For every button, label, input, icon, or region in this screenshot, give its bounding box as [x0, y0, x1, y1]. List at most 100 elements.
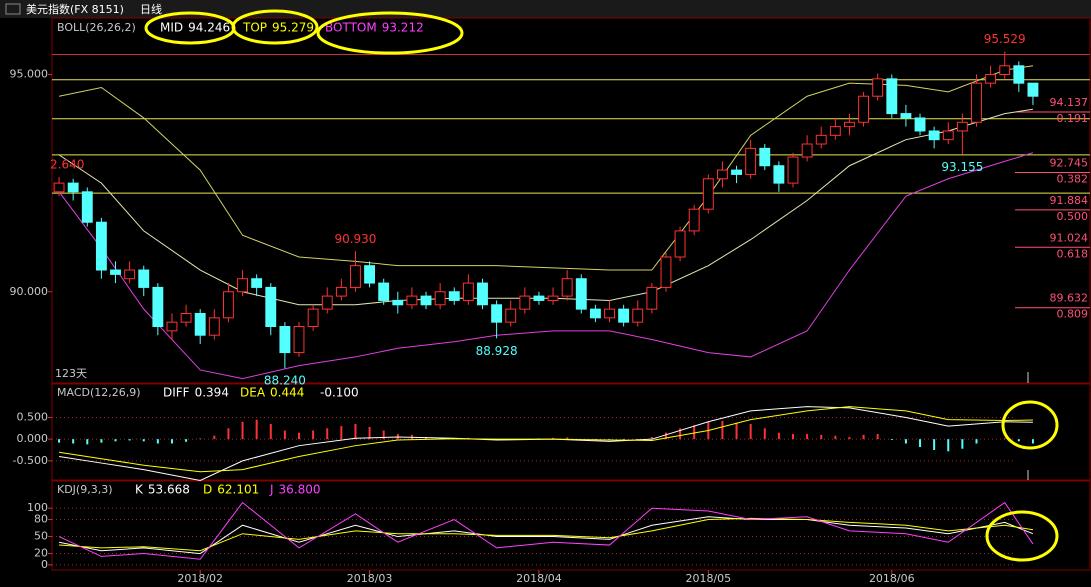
kdj-line	[58, 501, 1034, 560]
readout-name: J	[269, 483, 274, 497]
candle-body	[759, 147, 771, 167]
candle-body	[335, 286, 347, 297]
readout-name: TOP	[242, 21, 267, 35]
readout-value: 94.246	[188, 21, 230, 35]
readout-name: DEA	[240, 386, 266, 400]
candle-body	[858, 95, 870, 123]
readout-value: 53.668	[148, 483, 190, 497]
y-tick-label: 20	[34, 547, 48, 560]
candle-body	[547, 295, 559, 301]
candle-body	[688, 208, 700, 232]
highlight-ellipse	[1001, 400, 1059, 450]
candle-body	[434, 291, 446, 306]
candle-body	[406, 295, 418, 306]
y-tick-label: 0.000	[17, 432, 49, 445]
extreme-label: 88.928	[476, 344, 518, 358]
candle-body	[985, 73, 997, 84]
fib-price: 91.884	[1050, 194, 1089, 207]
extreme-label: 90.930	[334, 232, 376, 246]
y-tick-label: 50	[34, 530, 48, 543]
candle-body	[999, 65, 1011, 75]
highlight-ellipse	[316, 11, 464, 55]
candle-body	[660, 256, 672, 288]
macd-panel	[51, 383, 1091, 481]
toolbar-icon[interactable]	[5, 3, 21, 15]
x-tick-label: 2018/06	[869, 572, 915, 585]
fib-price: 94.137	[1050, 96, 1089, 109]
period[interactable]: 日线	[140, 2, 162, 16]
candle-body	[293, 326, 305, 354]
candle-body	[829, 126, 841, 136]
candle-body	[364, 265, 376, 284]
readout-value: 93.212	[382, 21, 424, 35]
candle-body	[152, 286, 164, 328]
candle-body	[110, 269, 121, 275]
candle-body	[731, 169, 742, 175]
candle-body	[646, 286, 658, 310]
candle-body	[561, 278, 573, 297]
candle-body	[166, 321, 178, 332]
extreme-label: 93.155	[941, 160, 983, 174]
candle-body	[222, 291, 234, 319]
readout-name: MID	[160, 21, 183, 35]
candle-body	[702, 178, 714, 210]
y-tick-label: 95.000	[10, 67, 49, 80]
y-tick-label: 100	[27, 501, 48, 514]
x-tick-label: 2018/02	[177, 572, 223, 585]
candle-body	[194, 312, 206, 336]
highlight-ellipse	[231, 9, 319, 45]
candle-body	[251, 278, 263, 288]
candle-body	[618, 308, 630, 323]
candle-body	[477, 282, 488, 306]
candle-body	[505, 308, 517, 323]
candle-body	[886, 78, 898, 115]
x-tick-label: 2018/05	[685, 572, 731, 585]
candle-body	[1013, 65, 1025, 84]
y-tick-label: 0	[41, 558, 48, 571]
indicator-label: KDJ(9,3,3)	[57, 483, 113, 496]
y-tick-label: 80	[34, 513, 48, 526]
candle-body	[674, 230, 686, 258]
extreme-label: 95.529	[984, 32, 1026, 46]
boll-line	[58, 152, 1034, 380]
candle-body	[956, 121, 968, 132]
readout-value: 62.101	[217, 483, 259, 497]
kdj-panel	[51, 480, 1091, 571]
candle-body	[279, 326, 291, 354]
fib-ratio: 0.191	[1057, 112, 1089, 125]
main-panel	[51, 17, 1091, 384]
instrument-title: 美元指数(FX 8151)	[26, 2, 124, 16]
candle-body	[448, 291, 460, 301]
candle-body	[575, 278, 587, 310]
readout-name: K	[135, 483, 144, 497]
candle-body	[787, 156, 799, 184]
candle-body	[801, 143, 813, 158]
candle-body	[81, 191, 93, 223]
indicator-label: MACD(12,26,9)	[57, 386, 141, 399]
readout-value: 0.394	[195, 386, 229, 400]
candle-body	[971, 82, 982, 123]
candle-body	[124, 269, 136, 280]
x-tick-label: 2018/03	[347, 572, 393, 585]
kdj-line	[58, 516, 1034, 555]
readout-name: D	[203, 483, 212, 497]
candle-body	[237, 278, 248, 293]
candle-body	[844, 121, 855, 128]
candle-body	[533, 295, 545, 301]
candle-body	[942, 130, 954, 141]
fib-ratio: 0.618	[1057, 247, 1089, 260]
candle-body	[815, 134, 827, 145]
readout-value: 36.800	[279, 483, 321, 497]
candle-body	[67, 182, 79, 193]
candle-body	[378, 282, 390, 301]
candle-body	[321, 295, 333, 310]
macd-line	[58, 406, 1033, 473]
readout-name: DIFF	[163, 386, 190, 400]
y-tick-label: 90.000	[10, 285, 49, 298]
candle-body	[180, 312, 192, 323]
candle-body	[632, 308, 644, 323]
extreme-label: 88.240	[264, 374, 306, 388]
candle-body	[53, 182, 65, 193]
